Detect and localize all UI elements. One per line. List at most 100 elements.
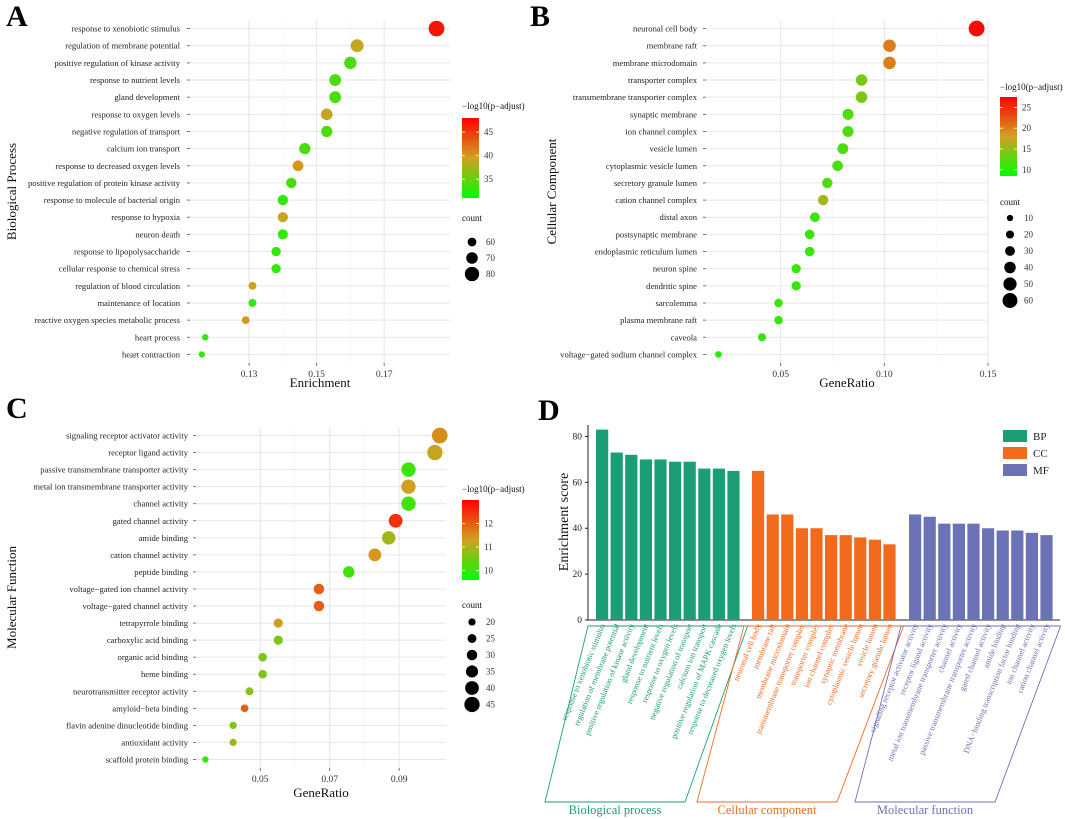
size-legend-label: 45 [486, 700, 496, 710]
color-legend-title: −log10(p−adjust) [1000, 82, 1063, 92]
y-tick-label: 20 [573, 570, 583, 580]
dot-plot-cellular-component: 0.05 0.10 0.15 neuronal cell body membrane r… [544, 20, 1063, 390]
y-tick-label: calcium ion transport [107, 144, 181, 154]
legend-key [1003, 447, 1027, 459]
x-tick-label: 0.15 [308, 370, 325, 380]
data-point [368, 548, 382, 562]
group-bracket [544, 625, 749, 803]
data-point [774, 315, 783, 325]
bar [610, 452, 623, 620]
plot-panel [706, 20, 988, 363]
y-tick-label: channel activity [133, 499, 188, 509]
y-tick-label: neurotransmitter receptor activity [73, 686, 189, 696]
size-legend-dot [464, 266, 480, 282]
size-legend-label: 40 [1024, 263, 1034, 273]
group-label: Cellular component [718, 803, 817, 817]
data-point [791, 264, 801, 274]
size-legend-label: 20 [1024, 230, 1034, 240]
data-point [273, 635, 283, 645]
y-tick-label: voltage−gated channel activity [82, 601, 188, 611]
bar [639, 459, 652, 620]
y-tick-label: distal axon [660, 212, 698, 222]
y-tick-label: plasma membrane raft [620, 315, 697, 325]
size-legend-dot [466, 649, 478, 661]
bar [967, 523, 980, 620]
legend-label: CC [1033, 448, 1048, 460]
size-legend-dot [1006, 214, 1014, 222]
data-point [320, 108, 333, 121]
panel-label-b: B [530, 0, 550, 33]
size-legend-title: count [462, 600, 482, 610]
size-legend-dot [467, 237, 477, 247]
data-point [271, 264, 281, 274]
data-point [822, 177, 833, 189]
x-tick-label: 0.07 [321, 775, 338, 785]
x-axis-title: GeneRatio [819, 375, 875, 390]
size-legend-dot [1005, 230, 1015, 239]
group-label: Biological process [569, 803, 662, 817]
data-point [299, 142, 311, 155]
x-tick-label: 0.05 [772, 370, 789, 380]
y-tick-label: cation channel activity [110, 550, 188, 560]
y-tick-label: transmembrane transporter complex [573, 92, 698, 102]
data-point [804, 246, 815, 257]
size-legend-dot [467, 634, 477, 643]
group-bracket [696, 625, 905, 803]
plot-panel [196, 427, 446, 768]
color-bar [462, 500, 479, 580]
size-legend-dot [465, 681, 479, 695]
y-axis-title: Cellular Component [544, 138, 559, 244]
y-tick-label: cellular response to chemical stress [59, 264, 181, 274]
data-point [381, 531, 396, 545]
y-tick-label: 80 [573, 432, 583, 442]
y-tick-label: organic acid binding [118, 652, 189, 662]
y-tick-label: ion channel complex [625, 126, 697, 136]
bar [752, 470, 765, 620]
data-point [258, 652, 267, 662]
data-point [202, 756, 209, 763]
legend-key [1003, 464, 1027, 476]
size-legend-label: 20 [486, 617, 496, 627]
bar [883, 544, 896, 620]
y-tick-label: amyloid−beta binding [112, 703, 188, 713]
data-point [241, 316, 250, 324]
y-tick-label: endoplasmic reticulum lumen [595, 247, 698, 257]
bar [683, 461, 696, 620]
color-bar-tick-label: 35 [484, 174, 494, 184]
size-legend-dot [1002, 293, 1018, 308]
y-tick-label: response to nutrient levels [90, 75, 181, 85]
bar [1025, 532, 1038, 620]
y-tick-label: cation channel complex [615, 195, 697, 205]
plot-panel [190, 20, 450, 363]
data-point [388, 513, 403, 528]
y-tick-label: receptor ligand activity [108, 448, 188, 458]
bar [625, 454, 638, 620]
color-bar-tick-label: 10 [484, 566, 494, 576]
data-point [804, 229, 815, 240]
data-point [757, 333, 767, 342]
y-tick-label: flavin adenine dinucleotide binding [66, 720, 189, 730]
size-legend-dot [465, 665, 479, 678]
y-tick-label: dendritic spine [646, 281, 697, 291]
group-label: Molecular function [877, 803, 974, 817]
data-point [248, 281, 257, 290]
size-legend-title: count [462, 213, 482, 223]
y-tick-label: antioxidant activity [121, 737, 188, 747]
y-tick-label: membrane raft [647, 41, 698, 51]
y-tick-label: response to lipopolysaccharide [74, 247, 180, 257]
y-tick-label: peptide binding [134, 567, 188, 577]
size-legend-label: 70 [486, 253, 496, 263]
bar [952, 523, 965, 620]
y-tick-label: regulation of blood circulation [75, 281, 180, 291]
data-point [427, 444, 443, 461]
color-bar-tick-label: 11 [484, 542, 493, 552]
data-point [774, 298, 783, 308]
data-point [428, 20, 445, 37]
x-axis-title: GeneRatio [293, 785, 349, 800]
dot-plot-biological-process: 0.13 0.15 0.17 response to xenobiotic stimu… [4, 20, 525, 390]
bar [854, 537, 867, 620]
x-axis-title: Enrichment [290, 375, 351, 390]
data-point [229, 721, 237, 730]
color-bar [1000, 97, 1017, 176]
